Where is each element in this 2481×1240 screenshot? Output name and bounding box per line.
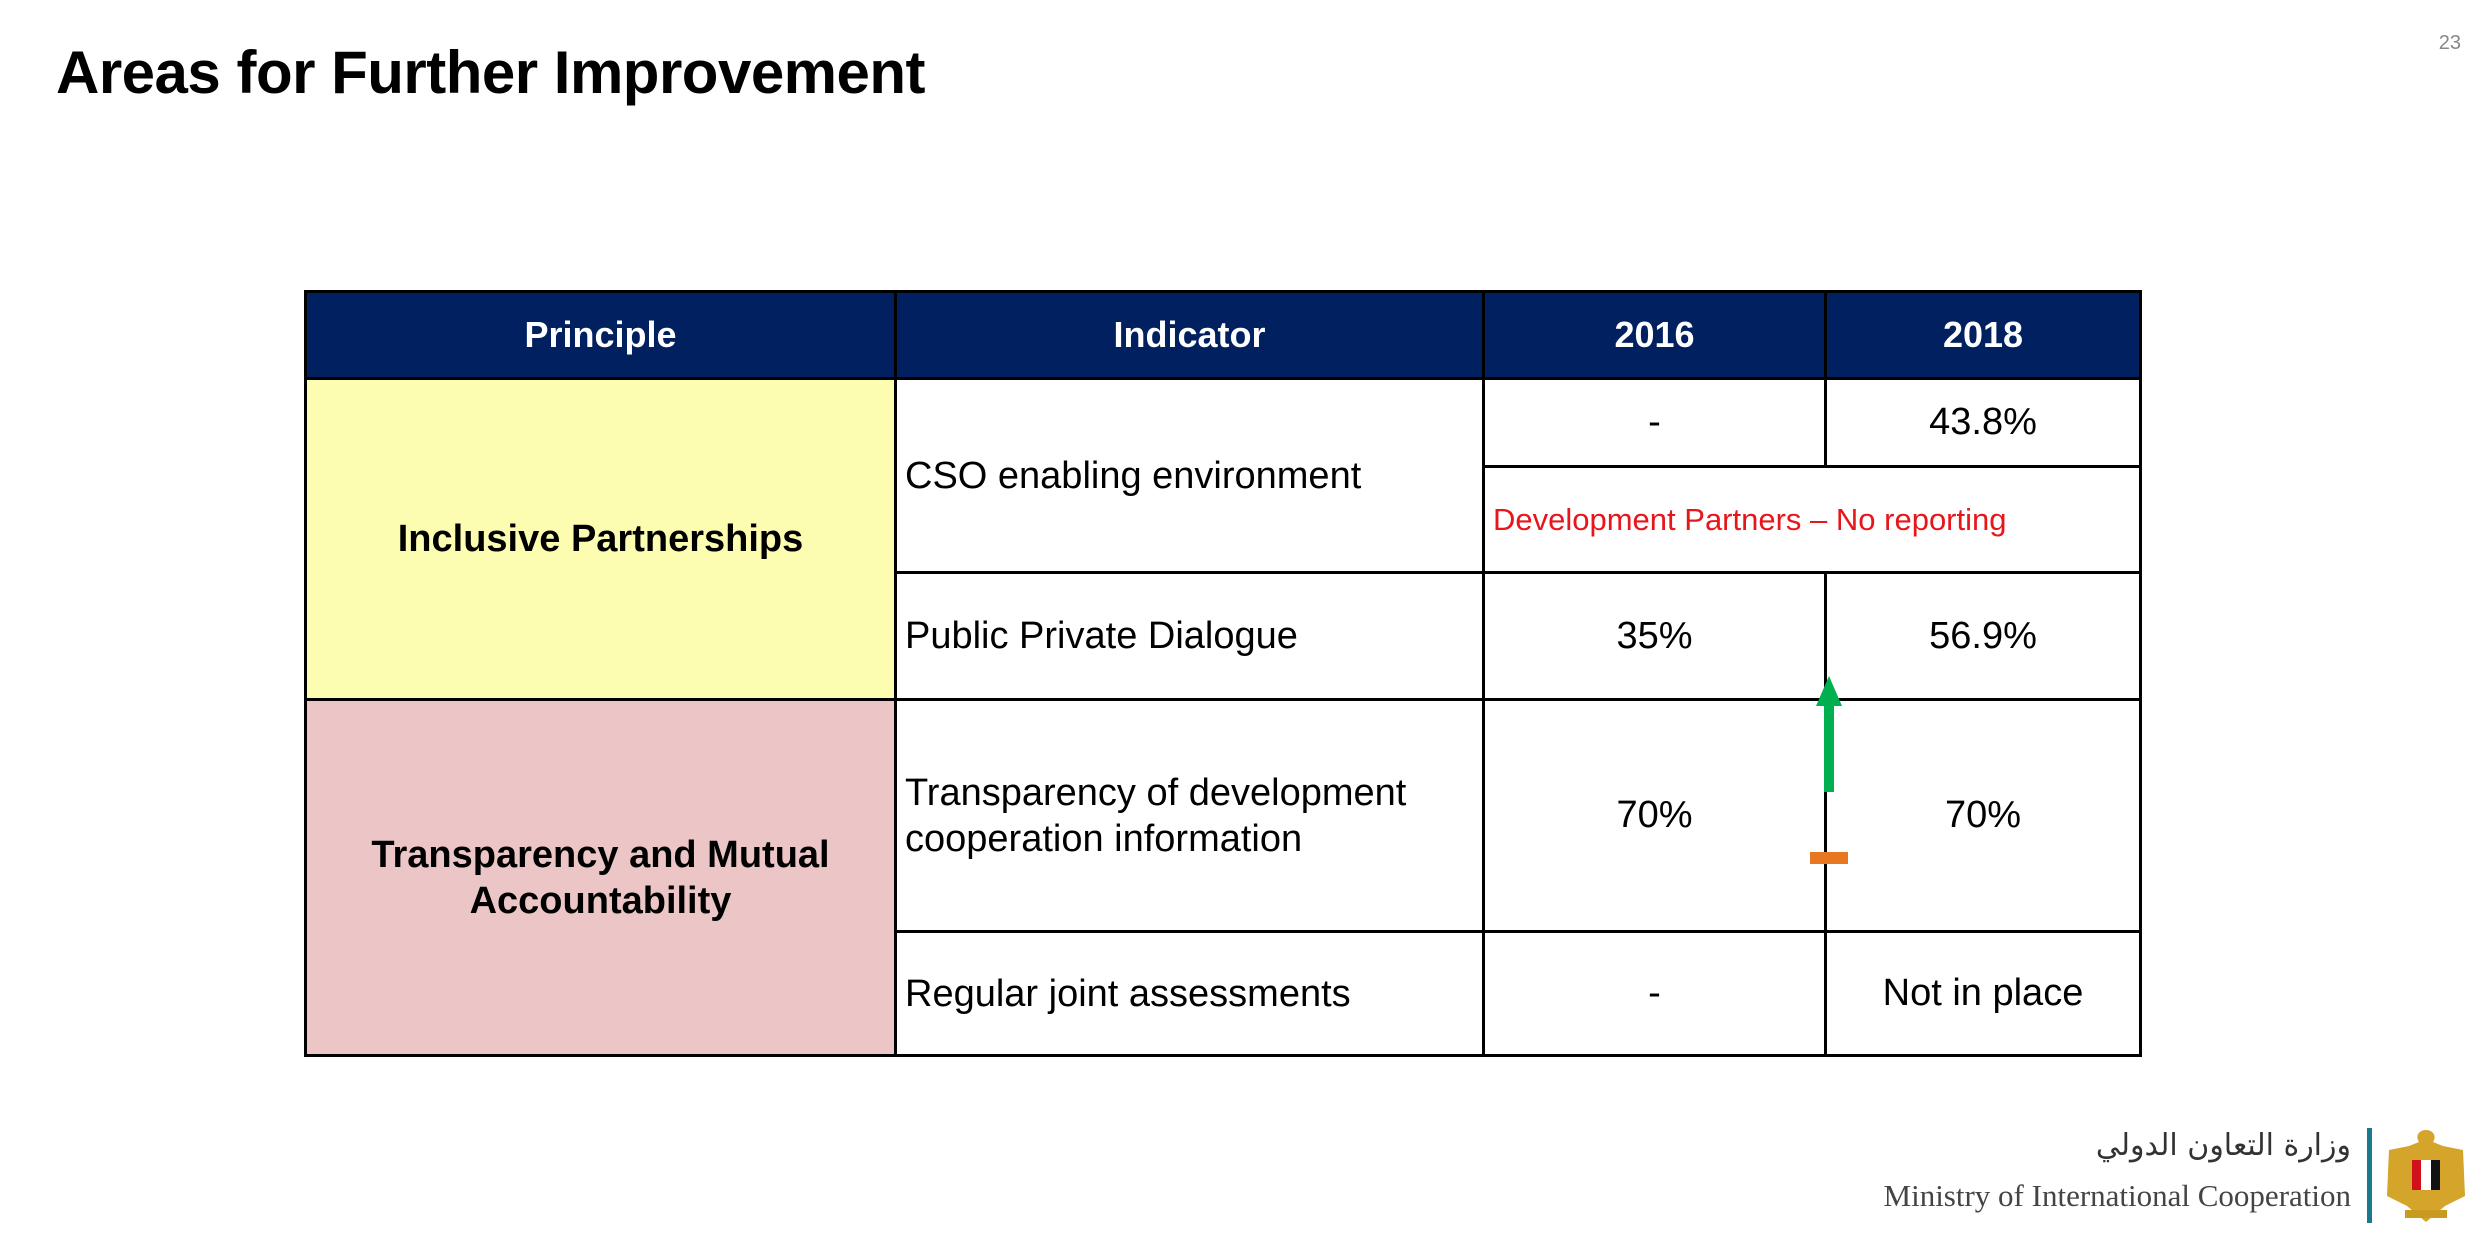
header-principle: Principle [304,290,897,380]
table-row: Inclusive Partnerships CSO enabling envi… [304,377,2142,701]
indicator-cell: CSO enabling environment [894,377,1485,574]
value-2016: 35% [1482,571,1827,701]
header-indicator: Indicator [894,290,1485,380]
ministry-name-english: Ministry of International Cooperation [1883,1178,2351,1213]
value-2018: 56.9% [1824,571,2142,701]
indicator-cell: Transparency of development cooperation … [894,698,1485,933]
table-header-row: Principle Indicator 2016 2018 [304,290,2142,380]
indicator-cell: Regular joint assessments [894,930,1485,1057]
value-2018: 70% [1824,698,2142,933]
logo-divider [2367,1128,2372,1223]
value-2018: 43.8% [1824,377,2142,468]
value-2018: Not in place [1824,930,2142,1057]
value-2016: 70% [1482,698,1827,933]
indicators-table: Principle Indicator 2016 2018 Inclusive … [304,290,2142,1057]
page-number: 23 [2438,32,2461,54]
table-row: Public Private Dialogue 35% 56.9% [306,571,2142,701]
up-arrow-icon [1816,676,1842,792]
egypt-eagle-emblem-icon [2387,1130,2465,1222]
table-row: Transparency and Mutual Accountability T… [304,698,2142,1057]
header-2016: 2016 [1482,290,1827,380]
dash-icon [1810,852,1848,864]
principle-transparency: Transparency and Mutual Accountability [304,698,897,1057]
indicator-cell: Public Private Dialogue [894,571,1485,701]
ministry-name-arabic: وزارة التعاون الدولي [2095,1128,2351,1163]
principle-inclusive-partnerships: Inclusive Partnerships [304,377,897,701]
value-2016: - [1482,377,1827,468]
table-row: Development Partners – No reporting [306,465,2142,574]
header-2018: 2018 [1824,290,2142,380]
table-row: Regular joint assessments - Not in place [306,930,2142,1057]
value-2016: - [1482,930,1827,1057]
no-reporting-note: Development Partners – No reporting [1482,465,2142,574]
page-title: Areas for Further Improvement [56,39,926,106]
